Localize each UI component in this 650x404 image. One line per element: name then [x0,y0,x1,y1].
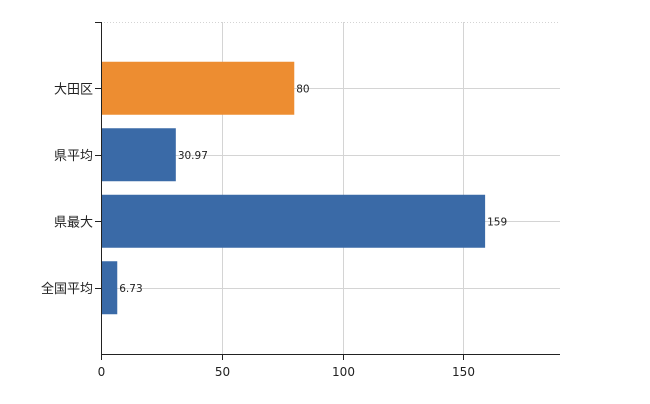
bar-2 [101,128,176,182]
x-tick-label-100: 100 [332,365,355,379]
category-label-3: 県最大 [54,215,93,230]
bar-1 [101,61,295,115]
axis-layer [95,22,560,360]
category-label-2: 県平均 [54,149,93,164]
x-tick-label-0: 0 [98,365,106,379]
bar-layer [101,61,486,315]
x-tick-label-150: 150 [452,365,475,379]
value-label-4: 6.73 [119,283,142,295]
value-label-1: 80 [296,83,309,95]
category-label-4: 全国平均 [41,281,93,297]
x-tick-label-50: 50 [215,365,230,379]
bar-3 [101,194,486,248]
category-label-1: 大田区 [54,82,93,97]
bar-4 [101,261,118,315]
value-label-2: 30.97 [178,150,208,162]
value-label-3: 159 [487,216,507,228]
